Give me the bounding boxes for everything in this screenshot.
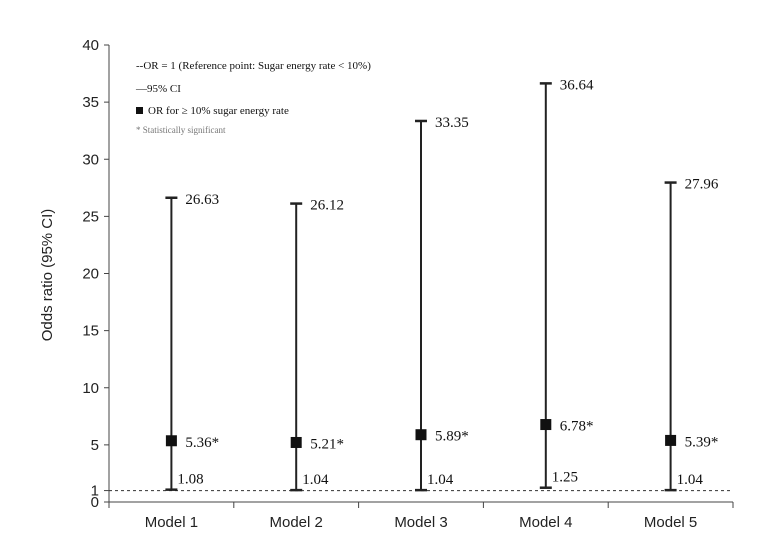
- y-tick-label: 0: [91, 494, 99, 511]
- ci-upper-label: 26.63: [185, 192, 219, 208]
- x-tick-label: Model 4: [519, 514, 572, 531]
- ci-upper-label: 27.96: [685, 177, 719, 193]
- or-value-label: 5.89*: [435, 429, 469, 445]
- or-point: [165, 435, 177, 447]
- or-point: [290, 436, 302, 448]
- or-value-label: 5.21*: [310, 436, 344, 452]
- or-value-label: 5.36*: [185, 435, 219, 451]
- errorbar-group: 26.63 5.36* 1.08: [165, 192, 219, 491]
- ci-lower-label: 1.25: [552, 470, 578, 486]
- errorbar-group: 33.35 5.89* 1.04: [415, 115, 469, 492]
- y-tick-label: 15: [82, 323, 99, 340]
- y-tick-label: 35: [82, 94, 99, 111]
- legend: --OR = 1 (Reference point: Sugar energy …: [135, 60, 371, 135]
- legend-or: OR for ≥ 10% sugar energy rate: [148, 105, 289, 117]
- errorbar-group: 36.64 6.78* 1.25: [539, 77, 594, 489]
- or-point: [540, 419, 552, 431]
- x-tick-label: Model 3: [394, 514, 447, 531]
- legend-significance: * Statistically significant: [136, 125, 226, 135]
- x-tick-label: Model 1: [145, 514, 198, 531]
- x-axis: Model 1 Model 2 Model 3 Model 4 Model 5: [108, 501, 734, 531]
- ci-lower-label: 1.04: [302, 472, 329, 488]
- y-tick-label: 30: [82, 151, 99, 168]
- errorbar-group: 26.12 5.21* 1.04: [290, 198, 344, 492]
- legend-or-marker: [136, 107, 143, 114]
- error-bars: 26.63 5.36* 1.08 26.12 5.21* 1.04 33.35 5.89* 1.…: [165, 77, 719, 492]
- y-tick-label: 1: [91, 483, 99, 500]
- y-tick-label: 20: [82, 266, 99, 283]
- or-point: [665, 434, 677, 446]
- y-tick-label: 40: [82, 37, 99, 54]
- y-axis-label: Odds ratio (95% CI): [39, 209, 56, 342]
- x-tick-label: Model 5: [644, 514, 697, 531]
- y-tick-label: 5: [91, 437, 99, 454]
- ci-lower-label: 1.04: [677, 472, 704, 488]
- or-value-label: 5.39*: [685, 434, 719, 450]
- ci-upper-label: 26.12: [310, 198, 344, 214]
- ci-lower-label: 1.04: [427, 472, 454, 488]
- y-tick-label: 10: [82, 380, 99, 397]
- y-tick-label: 25: [82, 208, 99, 225]
- legend-ci: —95% CI: [135, 83, 181, 95]
- legend-reference: --OR = 1 (Reference point: Sugar energy …: [136, 60, 371, 72]
- ci-upper-label: 33.35: [435, 115, 469, 131]
- or-value-label: 6.78*: [560, 419, 594, 435]
- x-tick-label: Model 2: [270, 514, 323, 531]
- errorbar-group: 27.96 5.39* 1.04: [664, 177, 719, 492]
- ci-upper-label: 36.64: [560, 77, 594, 93]
- ci-lower-label: 1.08: [177, 472, 203, 488]
- or-point: [415, 429, 427, 441]
